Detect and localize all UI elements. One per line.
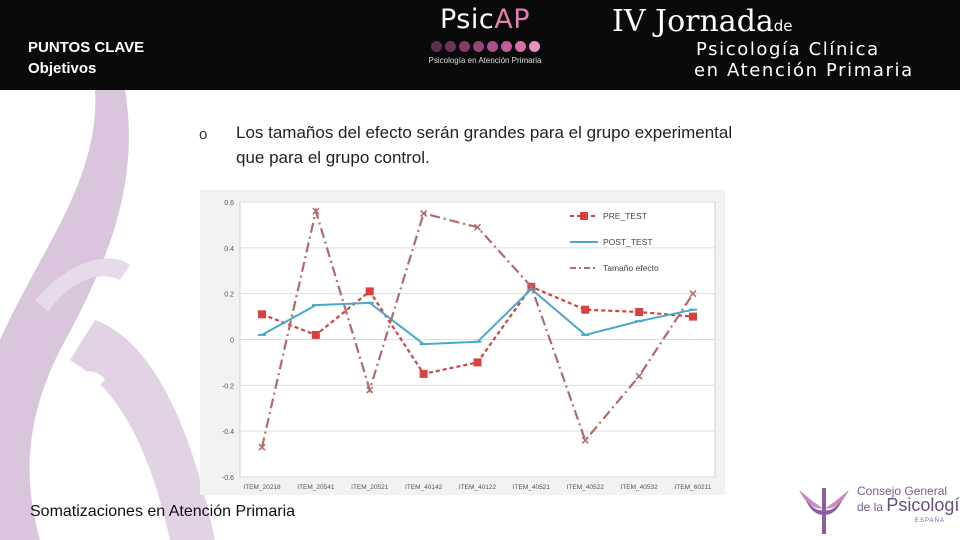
y-tick-label: 0.6 [224, 200, 234, 207]
slide-title: PUNTOS CLAVE Objetivos [28, 37, 144, 79]
jornada-subtitle-1: Psicología Clínica [696, 39, 880, 60]
psicap-name-suffix: AP [494, 4, 530, 35]
cgp-line-2-prefix: de la [857, 500, 887, 514]
jornada-title-suffix: de [773, 17, 793, 35]
cgp-line-1: Consejo General [857, 484, 948, 498]
pre-test-point [581, 305, 590, 314]
x-tick-label: ITEM_20218 [243, 484, 281, 491]
psicap-wordmark: PsicAP [410, 4, 560, 35]
effect-point [473, 223, 482, 231]
effect-point [420, 209, 428, 217]
psicap-name-prefix: Psic [440, 4, 495, 35]
effect-point [527, 283, 535, 291]
effect-point [581, 436, 589, 444]
y-tick-label: -0.4 [222, 429, 234, 436]
effect-point [258, 443, 266, 451]
jornada-title-main: IV Jornada [612, 4, 774, 39]
jornada-logo: IV Jornadade Psicología Clínica en Atenc… [612, 4, 952, 88]
cop-watermark-icon [0, 90, 215, 540]
header-bar: PUNTOS CLAVE Objetivos PsicAP Psicología… [0, 0, 960, 90]
pre-test-point [635, 308, 644, 316]
psi-logo-icon [799, 488, 849, 534]
title-line-2: Objetivos [28, 60, 97, 77]
effect-size-chart: 0.6 0.4 0.2 0 -0.2 -0.4 -0.6 ITEM_20218 ITEM_205… [200, 190, 725, 495]
jornada-subtitle-2: en Atención Primaria [694, 60, 914, 81]
psicap-dots-icon [410, 39, 560, 53]
x-tick-label: ITEM_40122 [459, 484, 497, 491]
y-tick-label: 0 [230, 338, 234, 345]
x-tick-label: ITEM_40142 [405, 484, 443, 491]
jornada-title: IV Jornadade [612, 4, 952, 39]
bullet-marker: o [199, 126, 208, 143]
cgp-logo: Consejo General de la Psicología ESPAÑA [795, 482, 960, 538]
legend-label: Tamaño efecto [603, 263, 659, 273]
cgp-line-2-big: Psicología [886, 495, 960, 515]
pre-test-point [689, 312, 697, 321]
footer-text: Somatizaciones en Atención Primaria [30, 503, 296, 520]
bullet-text: Los tamaños del efecto serán grandes par… [236, 123, 733, 167]
x-tick-label: ITEM_20541 [297, 484, 335, 491]
x-tick-label: ITEM_40532 [621, 484, 659, 491]
legend-label: POST_TEST [603, 237, 653, 247]
pre-test-point [258, 310, 266, 319]
effect-point [689, 290, 697, 298]
effect-point [635, 372, 643, 380]
title-line-1: PUNTOS CLAVE [28, 39, 145, 56]
psicap-subtitle: Psicología en Atención Primaria [428, 56, 542, 65]
y-tick-label: 0.2 [224, 292, 234, 299]
x-tick-label: ITEM_60211 [675, 484, 712, 491]
pre-test-point [311, 330, 320, 339]
psicap-logo: PsicAP Psicología en Atención Primaria [410, 4, 560, 88]
cgp-country: ESPAÑA [915, 518, 945, 524]
pre-test-point [365, 287, 374, 296]
x-tick-label: ITEM_40522 [567, 484, 605, 491]
y-tick-label: 0.4 [224, 246, 234, 253]
legend-marker [580, 212, 588, 220]
x-tick-label: ITEM_40521 [513, 484, 551, 491]
legend-label: PRE_TEST [603, 211, 647, 221]
pre-test-point [473, 358, 482, 367]
pre-test-point [419, 369, 428, 378]
y-tick-label: -0.2 [222, 383, 234, 390]
y-tick-label: -0.6 [222, 475, 234, 482]
cgp-name: Consejo General de la Psicología ESPAÑA [857, 484, 960, 528]
effect-point [366, 386, 374, 394]
x-tick-label: ITEM_20521 [351, 484, 389, 491]
effect-point [312, 207, 320, 215]
